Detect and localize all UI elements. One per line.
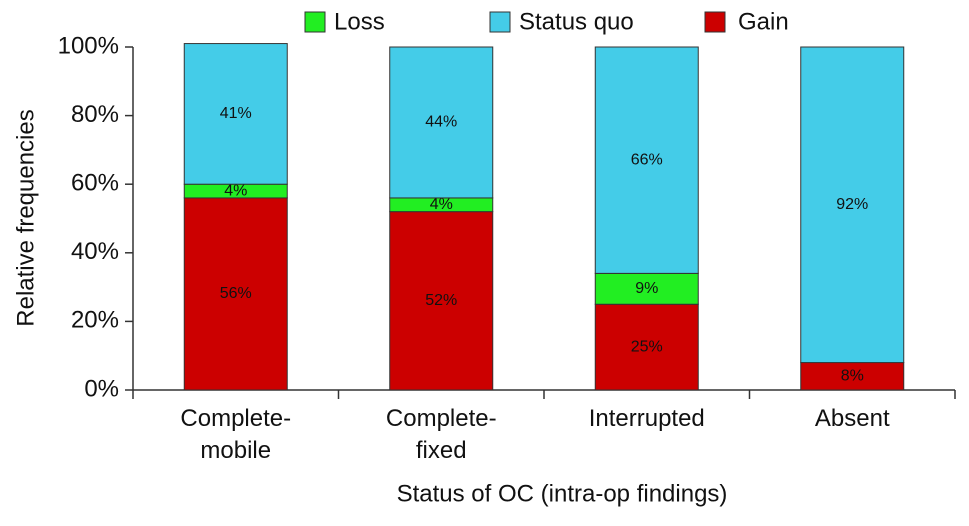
legend-swatch — [304, 11, 326, 33]
x-tick-label: Complete-fixed — [386, 405, 497, 464]
bar-segment — [594, 303, 699, 391]
y-axis-label: Relative frequencies — [12, 109, 39, 326]
y-tick-label: 60% — [71, 170, 119, 197]
data-label: 25% — [631, 338, 663, 355]
data-label: 8% — [841, 367, 864, 384]
y-tick-label: 40% — [71, 238, 119, 265]
bar-segment — [389, 46, 494, 199]
data-label: 92% — [836, 196, 868, 213]
x-axis-label: Status of OC (intra-op findings) — [397, 480, 728, 507]
data-label: 4% — [430, 196, 453, 213]
x-tick-label: Interrupted — [589, 405, 705, 432]
y-tick-label: 0% — [84, 375, 119, 402]
bar-segment — [800, 362, 905, 391]
x-tick-label: Absent — [815, 405, 890, 432]
bar-segment — [594, 46, 699, 274]
data-label: 44% — [425, 114, 457, 131]
data-label: 41% — [220, 105, 252, 122]
bar-segment — [183, 197, 288, 391]
bar-segment — [183, 43, 288, 185]
y-tick-label: 80% — [71, 101, 119, 128]
x-tick-label: Complete-mobile — [180, 405, 291, 464]
y-tick-label: 100% — [58, 32, 119, 59]
legend-label: Loss — [334, 8, 385, 35]
data-label: 9% — [635, 280, 658, 297]
data-label: 4% — [224, 182, 247, 199]
bar-segment — [800, 46, 905, 364]
y-tick-label: 20% — [71, 307, 119, 334]
data-label: 66% — [631, 151, 663, 168]
legend-label: Status quo — [519, 8, 634, 35]
data-label: 52% — [425, 292, 457, 309]
legend-swatch — [489, 11, 511, 33]
bar-segment — [389, 211, 494, 391]
legend-label: Gain — [738, 8, 789, 35]
data-label: 56% — [220, 285, 252, 302]
legend-swatch — [704, 11, 726, 33]
